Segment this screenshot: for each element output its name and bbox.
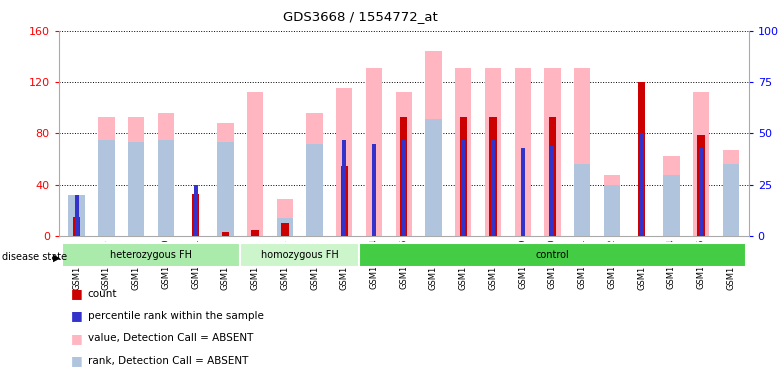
Bar — [489, 117, 497, 236]
Bar — [217, 123, 234, 236]
Bar — [698, 135, 705, 236]
Text: rank, Detection Call = ABSENT: rank, Detection Call = ABSENT — [88, 356, 249, 366]
Bar — [455, 68, 471, 236]
Bar — [281, 223, 289, 236]
Bar — [425, 119, 441, 236]
Bar — [277, 199, 293, 236]
Bar — [62, 243, 240, 267]
Bar — [158, 140, 174, 236]
Bar — [128, 142, 144, 236]
Bar — [574, 68, 590, 236]
Bar — [401, 140, 406, 236]
Bar — [574, 164, 590, 236]
Bar — [723, 150, 739, 236]
Bar — [240, 243, 359, 267]
Bar — [307, 144, 323, 236]
Text: disease state: disease state — [2, 252, 67, 262]
Bar — [192, 194, 199, 236]
Bar — [336, 88, 353, 236]
Bar — [663, 174, 680, 236]
Bar — [366, 68, 382, 236]
Bar — [514, 68, 531, 236]
Bar — [663, 156, 680, 236]
Bar — [723, 164, 739, 236]
Bar — [359, 243, 746, 267]
Bar — [252, 230, 259, 236]
Text: ■: ■ — [71, 287, 82, 300]
Text: homozygous FH: homozygous FH — [261, 250, 339, 260]
Bar — [217, 142, 234, 236]
Bar — [68, 195, 85, 236]
Text: GDS3668 / 1554772_at: GDS3668 / 1554772_at — [283, 10, 438, 23]
Bar — [158, 113, 174, 236]
Bar — [425, 51, 441, 236]
Text: percentile rank within the sample: percentile rank within the sample — [88, 311, 263, 321]
Bar — [699, 148, 703, 236]
Bar — [400, 117, 408, 236]
Bar — [194, 185, 198, 236]
Bar — [277, 218, 293, 236]
Bar — [604, 185, 620, 236]
Text: heterozygous FH: heterozygous FH — [110, 250, 192, 260]
Bar — [604, 174, 620, 236]
Bar — [640, 133, 644, 236]
Bar — [343, 140, 347, 236]
Bar — [693, 92, 710, 236]
Bar — [128, 117, 144, 236]
Bar — [372, 144, 376, 236]
Bar — [550, 146, 554, 236]
Bar — [73, 217, 80, 236]
Bar — [247, 92, 263, 236]
Bar — [459, 117, 467, 236]
Bar — [98, 117, 114, 236]
Bar — [307, 113, 323, 236]
Text: ▶: ▶ — [53, 252, 61, 262]
Bar — [222, 232, 229, 236]
Bar — [521, 148, 524, 236]
Text: ■: ■ — [71, 310, 82, 323]
Bar — [68, 195, 85, 236]
Bar — [396, 92, 412, 236]
Bar — [638, 82, 645, 236]
Bar — [98, 140, 114, 236]
Bar — [461, 140, 465, 236]
Text: ■: ■ — [71, 332, 82, 345]
Text: value, Detection Call = ABSENT: value, Detection Call = ABSENT — [88, 333, 253, 343]
Bar — [340, 166, 348, 236]
Bar — [491, 140, 495, 236]
Text: control: control — [535, 250, 569, 260]
Text: ■: ■ — [71, 354, 82, 367]
Bar — [549, 117, 556, 236]
Bar — [544, 68, 561, 236]
Text: count: count — [88, 289, 118, 299]
Bar — [74, 195, 78, 236]
Bar — [485, 68, 501, 236]
